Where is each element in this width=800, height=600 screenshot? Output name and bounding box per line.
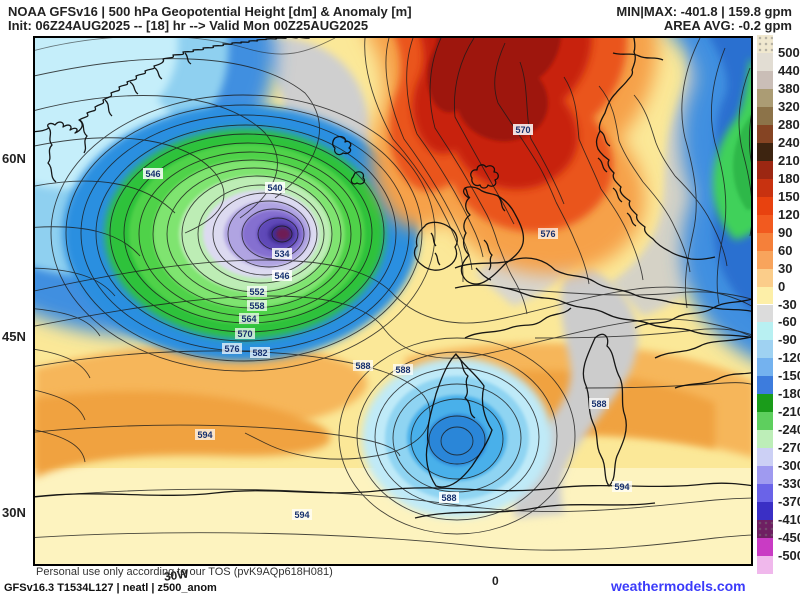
svg-text:588: 588 (441, 493, 456, 503)
svg-text:570: 570 (237, 329, 252, 339)
svg-text:588: 588 (395, 365, 410, 375)
svg-text:546: 546 (145, 169, 160, 179)
svg-text:546: 546 (274, 271, 289, 281)
svg-text:576: 576 (224, 344, 239, 354)
svg-text:594: 594 (294, 510, 309, 520)
svg-text:594: 594 (614, 482, 629, 492)
svg-text:588: 588 (355, 361, 370, 371)
svg-text:582: 582 (252, 348, 267, 358)
svg-text:588: 588 (591, 399, 606, 409)
svg-text:552: 552 (249, 287, 264, 297)
svg-text:558: 558 (249, 301, 264, 311)
svg-text:540: 540 (267, 183, 282, 193)
svg-text:534: 534 (274, 249, 289, 259)
svg-text:594: 594 (197, 430, 212, 440)
svg-text:570: 570 (515, 125, 530, 135)
svg-text:576: 576 (540, 229, 555, 239)
svg-text:564: 564 (241, 314, 256, 324)
